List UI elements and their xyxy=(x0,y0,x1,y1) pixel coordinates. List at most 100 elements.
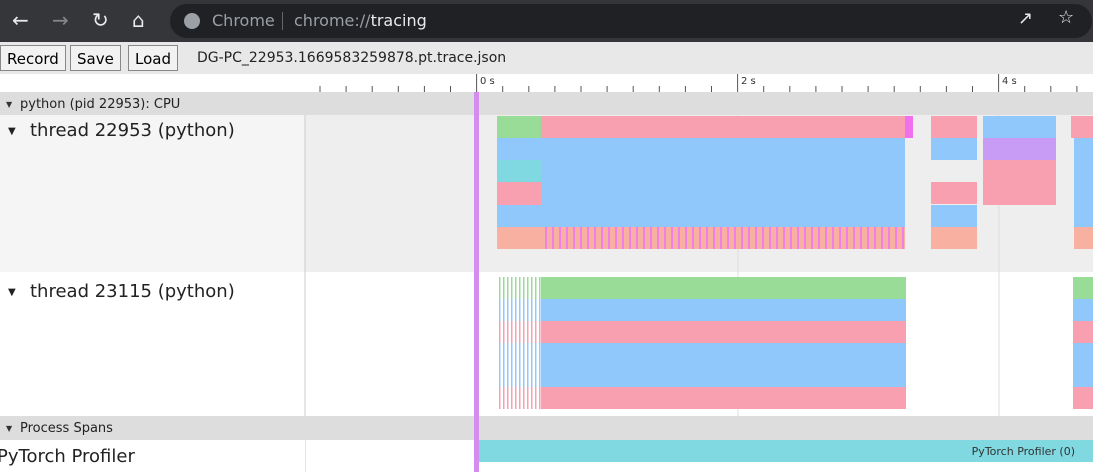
expander[interactable]: ▼ xyxy=(8,126,16,137)
slice[interactable] xyxy=(931,205,977,227)
slice[interactable] xyxy=(497,116,541,138)
slice[interactable] xyxy=(1073,277,1093,299)
thin-slice xyxy=(622,227,624,249)
slice[interactable] xyxy=(931,227,977,249)
home-button[interactable]: ⌂ xyxy=(132,8,145,32)
slice[interactable] xyxy=(541,365,906,387)
slice[interactable] xyxy=(931,182,977,204)
thin-slice xyxy=(523,387,525,409)
thin-slice xyxy=(713,227,715,249)
thin-slice xyxy=(523,299,525,321)
slice[interactable] xyxy=(497,182,541,205)
thin-slice xyxy=(503,365,505,387)
expander[interactable]: ▼ xyxy=(6,100,13,109)
cursor-line xyxy=(474,92,479,472)
thin-slice xyxy=(511,277,513,299)
slice[interactable] xyxy=(541,116,905,138)
slice[interactable] xyxy=(541,182,905,205)
thin-slice xyxy=(531,299,533,321)
thin-slice xyxy=(503,299,505,321)
slice[interactable] xyxy=(905,116,913,138)
slice[interactable] xyxy=(1074,182,1093,205)
thin-slice xyxy=(755,227,757,249)
slice[interactable] xyxy=(1073,387,1093,409)
bookmark-button[interactable]: ☆ xyxy=(1058,7,1075,28)
slice[interactable] xyxy=(497,160,541,182)
thin-slice xyxy=(902,227,904,249)
thin-slice xyxy=(727,227,729,249)
thread-title: thread 22953 (python) xyxy=(30,120,235,141)
thin-slice xyxy=(523,277,525,299)
thin-slice xyxy=(499,321,501,343)
reload-button[interactable]: ↻ xyxy=(92,8,109,32)
thin-slice xyxy=(594,227,596,249)
thin-slice xyxy=(507,299,509,321)
slice[interactable] xyxy=(983,138,1056,160)
expander[interactable]: ▼ xyxy=(8,287,16,298)
record-button[interactable]: Record xyxy=(0,45,66,71)
thin-slice xyxy=(881,227,883,249)
address-bar[interactable]: Chrome chrome://tracing ↗ ☆ xyxy=(170,4,1092,38)
thin-slice xyxy=(519,343,521,365)
slice[interactable] xyxy=(1074,138,1093,160)
thin-slice xyxy=(804,227,806,249)
tracing-toolbar: Record Save Load DG-PC_22953.16695832598… xyxy=(0,42,1093,74)
browser-bar: ← → ↻ ⌂ Chrome chrome://tracing ↗ ☆ xyxy=(0,0,1093,42)
thin-slice xyxy=(531,343,533,365)
slice[interactable] xyxy=(497,138,905,160)
ruler-label: 4 s xyxy=(1002,76,1017,87)
thin-slice xyxy=(503,387,505,409)
slice[interactable] xyxy=(983,116,1056,138)
thin-slice xyxy=(706,227,708,249)
thin-slice xyxy=(523,343,525,365)
thin-slice xyxy=(762,227,764,249)
thin-slice xyxy=(535,277,537,299)
slice[interactable] xyxy=(541,299,906,321)
thin-slice xyxy=(867,227,869,249)
thin-slice xyxy=(790,227,792,249)
save-button[interactable]: Save xyxy=(70,45,121,71)
slice[interactable] xyxy=(1073,343,1093,365)
slice[interactable] xyxy=(541,160,905,182)
thin-slice xyxy=(511,343,513,365)
slice[interactable] xyxy=(931,138,977,160)
expander[interactable]: ▼ xyxy=(6,424,13,433)
back-button[interactable]: ← xyxy=(12,8,29,32)
slice[interactable] xyxy=(541,321,906,343)
slice[interactable] xyxy=(1074,205,1093,227)
slice[interactable] xyxy=(541,387,906,409)
slice[interactable] xyxy=(983,160,1056,205)
thin-slice xyxy=(601,227,603,249)
forward-button[interactable]: → xyxy=(52,8,69,32)
thin-slice xyxy=(527,343,529,365)
slice[interactable] xyxy=(1074,227,1093,249)
thin-slice xyxy=(511,365,513,387)
thin-slice xyxy=(515,387,517,409)
thin-slice xyxy=(499,343,501,365)
thin-slice xyxy=(846,227,848,249)
thin-slice xyxy=(692,227,694,249)
omnibox-chip: Chrome xyxy=(212,11,275,30)
slice[interactable] xyxy=(1071,116,1093,138)
span-slice[interactable] xyxy=(477,440,1093,462)
thin-slice xyxy=(535,387,537,409)
slice[interactable] xyxy=(1074,160,1093,182)
thin-slice xyxy=(499,365,501,387)
thin-slice xyxy=(888,227,890,249)
slice[interactable] xyxy=(1073,321,1093,343)
thin-slice xyxy=(515,321,517,343)
slice[interactable] xyxy=(931,116,977,138)
slice[interactable] xyxy=(497,205,905,227)
slice[interactable] xyxy=(541,277,906,299)
thin-slice xyxy=(741,227,743,249)
thin-slice xyxy=(895,227,897,249)
slice[interactable] xyxy=(541,343,906,365)
slice[interactable] xyxy=(1073,299,1093,321)
load-button[interactable]: Load xyxy=(128,45,178,71)
thin-slice xyxy=(769,227,771,249)
share-button[interactable]: ↗ xyxy=(1018,8,1034,29)
thin-slice xyxy=(531,321,533,343)
slice[interactable] xyxy=(1073,365,1093,387)
trace-view: 0 s 2 s 4 s ▼ python (pid 22953): CPU ▼ … xyxy=(0,74,1093,472)
